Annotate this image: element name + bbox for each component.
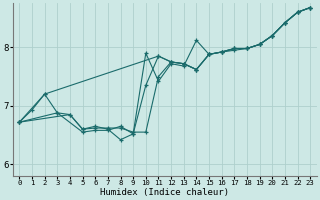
X-axis label: Humidex (Indice chaleur): Humidex (Indice chaleur) [100,188,229,197]
